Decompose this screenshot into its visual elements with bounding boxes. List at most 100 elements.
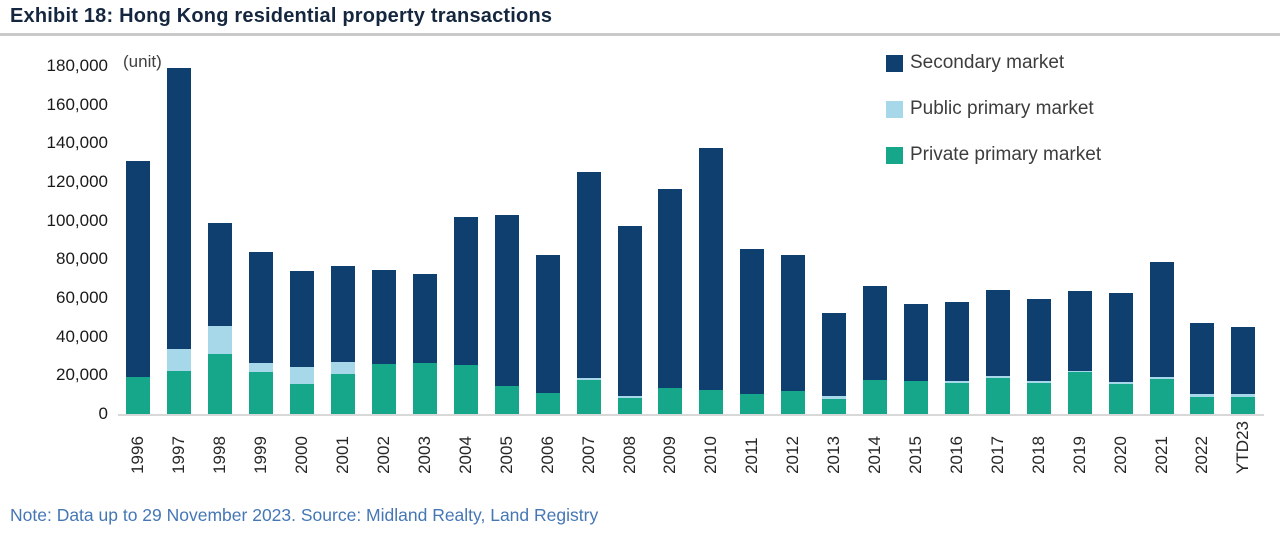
stacked-bar <box>740 248 765 414</box>
x-label-cell: 2007 <box>568 421 609 474</box>
x-label-cell: 2010 <box>691 421 732 474</box>
bar-column-2003 <box>404 66 445 414</box>
x-tick-label: 2021 <box>1151 436 1171 474</box>
bar-column-2019 <box>1059 66 1100 414</box>
bar-segment <box>167 67 192 350</box>
stacked-bar <box>1231 327 1256 414</box>
bar-column-2006 <box>527 66 568 414</box>
x-label-cell: 2020 <box>1100 421 1141 474</box>
bar-segment <box>290 366 315 385</box>
y-tick-label: 180,000 <box>46 56 108 75</box>
bar-segment <box>1149 377 1174 380</box>
bar-segment <box>371 363 396 414</box>
legend-swatch-icon <box>886 100 903 118</box>
y-tick-label: 80,000 <box>56 249 108 269</box>
stacked-bar <box>371 269 396 414</box>
stacked-bar <box>944 301 969 414</box>
bar-segment <box>331 374 356 414</box>
bar-segment <box>208 222 233 327</box>
stacked-bar <box>903 303 928 414</box>
x-tick-label: 2000 <box>292 436 312 474</box>
bar-segment <box>863 286 888 381</box>
legend-swatch-icon <box>886 146 903 164</box>
bar-segment <box>1026 299 1051 382</box>
y-axis-unit-label: (unit) <box>123 52 162 71</box>
x-tick-label: 2010 <box>701 436 721 474</box>
bar-segment <box>208 326 233 355</box>
stacked-bar <box>290 270 315 414</box>
y-tick-label: 40,000 <box>56 326 108 346</box>
x-tick-label: 2012 <box>783 436 803 474</box>
x-tick-label: 2011 <box>742 437 762 474</box>
bar-segment <box>1108 382 1133 385</box>
bar-segment <box>658 387 683 414</box>
x-label-cell: YTD23 <box>1223 421 1264 474</box>
bar-segment <box>1190 323 1215 394</box>
bar-segment <box>167 349 192 372</box>
x-label-cell: 2021 <box>1141 421 1182 474</box>
bar-segment <box>903 303 928 382</box>
bar-column-2007 <box>568 66 609 414</box>
bar-segment <box>617 395 642 398</box>
x-tick-label: 2001 <box>333 436 353 474</box>
stacked-bar <box>1026 299 1051 414</box>
bar-segment <box>249 251 274 363</box>
legend-item: Public primary market <box>886 96 1101 122</box>
y-tick-label: 120,000 <box>46 172 108 191</box>
y-tick-label: 140,000 <box>46 133 108 153</box>
bar-column-2014 <box>855 66 896 414</box>
bar-column-2013 <box>814 66 855 414</box>
x-tick-label: 2015 <box>905 436 925 474</box>
x-label-cell: 2006 <box>527 421 568 474</box>
legend-label: Secondary market <box>910 52 1065 73</box>
bar-segment <box>903 381 928 414</box>
x-label-cell: 1996 <box>118 421 159 474</box>
x-label-cell: 2011 <box>732 421 773 474</box>
x-tick-label: 2019 <box>1069 436 1089 474</box>
bar-segment <box>1149 262 1174 378</box>
bar-column-2005 <box>486 66 527 414</box>
bar-segment <box>576 378 601 381</box>
bar-segment <box>985 376 1010 379</box>
x-tick-label: 2002 <box>373 436 393 474</box>
y-tick-label: 20,000 <box>56 365 108 385</box>
bars-row <box>118 66 1264 416</box>
bar-segment <box>1067 370 1092 373</box>
bar-column-2000 <box>282 66 323 414</box>
x-tick-label: 2008 <box>619 436 639 474</box>
stacked-bar <box>1190 323 1215 414</box>
bar-segment <box>1231 327 1256 394</box>
bar-column-2021 <box>1141 66 1182 414</box>
y-tick-label: 0 <box>98 404 108 423</box>
bar-segment <box>985 290 1010 377</box>
bar-segment <box>617 225 642 396</box>
x-tick-label: 2013 <box>824 436 844 474</box>
bar-column-2020 <box>1100 66 1141 414</box>
bar-segment <box>331 266 356 362</box>
bar-segment <box>576 172 601 379</box>
x-label-cell: 2003 <box>404 421 445 474</box>
x-label-cell: 2019 <box>1059 421 1100 474</box>
bar-column-2008 <box>609 66 650 414</box>
legend-swatch-icon <box>886 54 903 72</box>
source-note: Note: Data up to 29 November 2023. Sourc… <box>10 505 599 525</box>
x-tick-label: 2009 <box>660 436 680 474</box>
stacked-bar <box>331 266 356 414</box>
bar-segment <box>576 380 601 414</box>
bar-segment <box>249 362 274 373</box>
x-label-cell: 2005 <box>486 421 527 474</box>
bar-segment <box>863 380 888 414</box>
stacked-bar <box>535 255 560 414</box>
bar-segment <box>126 377 151 414</box>
legend-label: Private primary market <box>910 144 1102 165</box>
x-tick-label: 2006 <box>537 436 557 474</box>
stacked-bar <box>494 214 519 414</box>
bar-segment <box>781 254 806 391</box>
x-label-cell: 1997 <box>159 421 200 474</box>
bar-segment <box>453 364 478 414</box>
bar-segment <box>985 378 1010 414</box>
legend-item: Private primary market <box>886 142 1101 168</box>
bar-segment <box>822 313 847 396</box>
bar-segment <box>126 160 151 378</box>
